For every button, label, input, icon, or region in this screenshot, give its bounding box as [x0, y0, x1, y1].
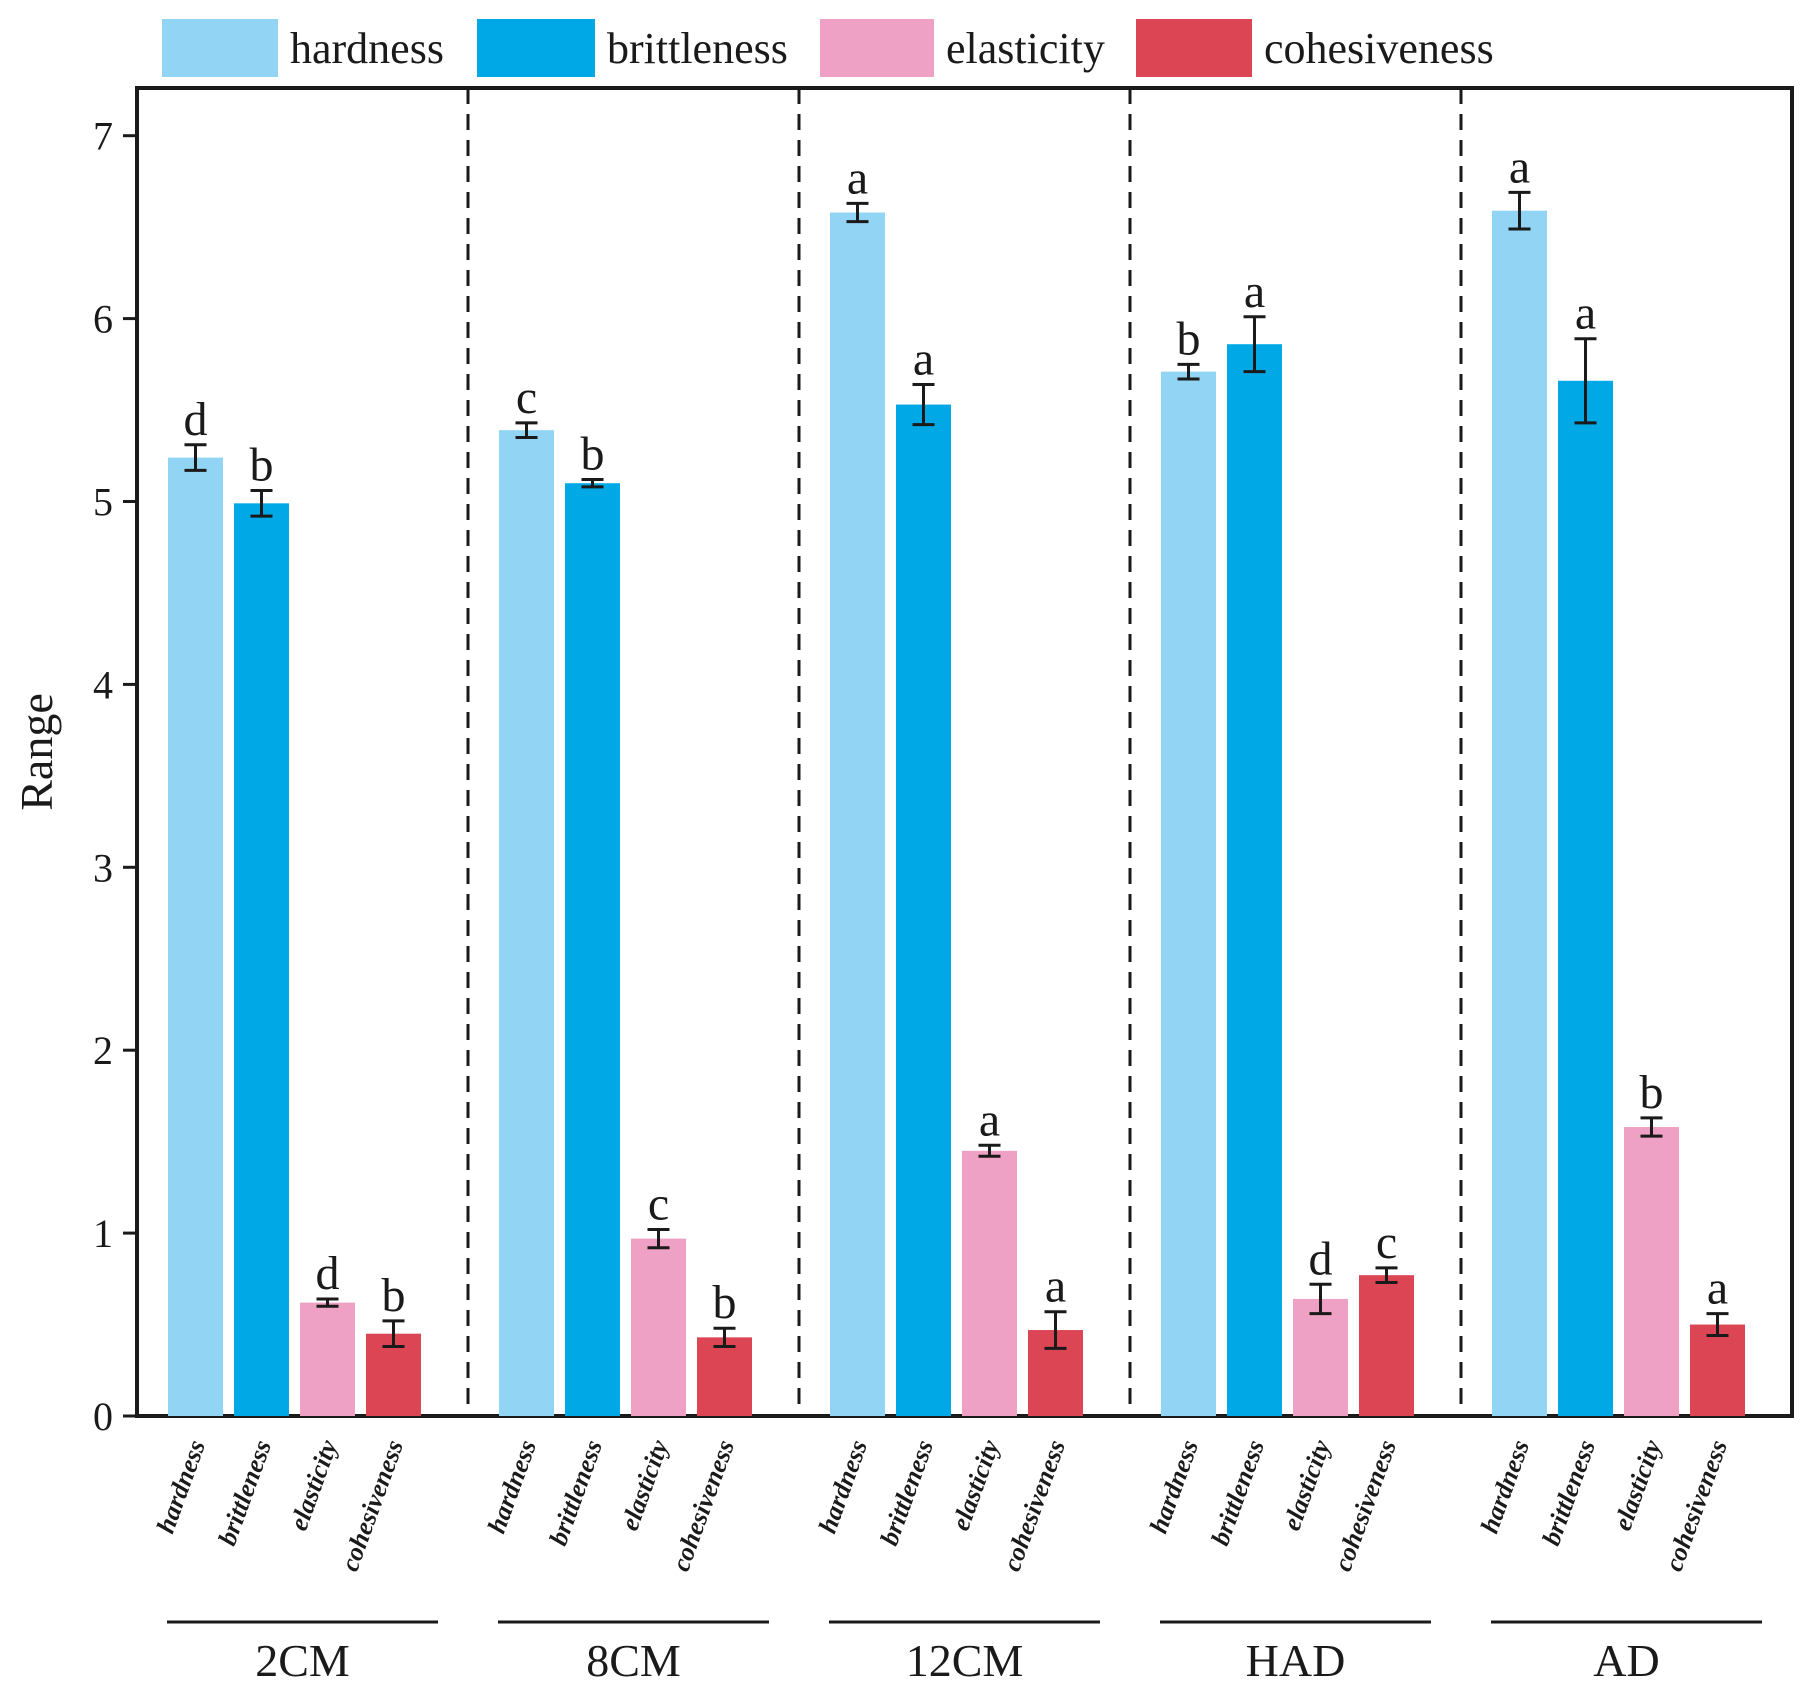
bar-brittleness-HAD	[1227, 344, 1282, 1416]
legend-label-cohesiveness: cohesiveness	[1264, 24, 1494, 73]
significance-letter: a	[1509, 140, 1530, 193]
legend-swatch-hardness	[162, 19, 278, 77]
y-tick-label: 1	[93, 1211, 113, 1256]
bar-cohesiveness-8CM	[697, 1337, 752, 1416]
group-separators	[466, 88, 1463, 1416]
bar-hardness-HAD	[1161, 371, 1216, 1416]
y-axis-title: Range	[11, 693, 62, 811]
bar-brittleness-12CM	[896, 404, 951, 1416]
significance-letter: d	[316, 1247, 340, 1300]
bar-hardness-12CM	[830, 212, 885, 1416]
legend-swatch-brittleness	[477, 19, 595, 77]
significance-letter: c	[516, 371, 537, 424]
x-category-label: cohesiveness	[1328, 1436, 1402, 1575]
bar-elasticity-AD	[1624, 1127, 1679, 1416]
significance-letter: d	[184, 393, 208, 446]
x-category-label: elasticity	[615, 1436, 675, 1535]
x-axis-labels: hardness brittleness elasticitycohesivenes…	[151, 1436, 1733, 1575]
significance-letter: a	[1575, 287, 1596, 340]
legend-swatch-cohesiveness	[1136, 19, 1252, 77]
x-category-label: cohesiveness	[1659, 1436, 1733, 1575]
x-category-label: brittleness	[1536, 1436, 1601, 1549]
bar-elasticity-2CM	[300, 1302, 355, 1416]
x-category-label: elasticity	[1277, 1436, 1337, 1535]
y-tick-label: 7	[93, 114, 113, 159]
legend-label-hardness: hardness	[290, 24, 444, 73]
x-category-label: hardness	[1144, 1436, 1204, 1537]
significance-letter: b	[581, 428, 605, 481]
legend-label-elasticity: elasticity	[946, 24, 1105, 73]
bar-elasticity-12CM	[962, 1150, 1017, 1416]
y-tick-label: 4	[93, 662, 113, 707]
legend-label-brittleness: brittleness	[607, 24, 788, 73]
x-category-label: hardness	[1475, 1436, 1535, 1537]
legend-swatch-elasticity	[820, 19, 934, 77]
x-category-label: cohesiveness	[335, 1436, 409, 1575]
significance-letter: a	[1707, 1262, 1728, 1315]
significance-letter: b	[713, 1276, 737, 1329]
x-category-label: elasticity	[1608, 1436, 1668, 1535]
group-label-8CM: 8CM	[586, 1635, 681, 1686]
bar-brittleness-2CM	[234, 503, 289, 1417]
x-category-label: cohesiveness	[666, 1436, 740, 1575]
bar-brittleness-AD	[1558, 380, 1613, 1416]
significance-letter: b	[1640, 1066, 1664, 1119]
bar-elasticity-8CM	[631, 1238, 686, 1416]
significance-letter: a	[913, 332, 934, 385]
significance-letter: a	[1045, 1260, 1066, 1313]
x-category-label: hardness	[813, 1436, 873, 1537]
significance-letter: a	[979, 1093, 1000, 1146]
group-label-HAD: HAD	[1246, 1635, 1346, 1686]
legend: hardness brittleness elasticity cohesivenes…	[162, 19, 1494, 77]
x-category-label: elasticity	[946, 1436, 1006, 1535]
significance-letter: a	[1244, 265, 1265, 318]
x-category-label: brittleness	[212, 1436, 277, 1549]
bar-cohesiveness-HAD	[1359, 1275, 1414, 1416]
x-category-label: hardness	[482, 1436, 542, 1537]
significance-letter: b	[250, 439, 274, 492]
significance-letter: b	[382, 1269, 406, 1322]
x-category-label: brittleness	[874, 1436, 939, 1549]
x-category-label: elasticity	[284, 1436, 344, 1535]
group-label-AD: AD	[1593, 1635, 1659, 1686]
bar-hardness-8CM	[499, 430, 554, 1416]
x-category-label: hardness	[151, 1436, 211, 1537]
y-tick-label: 5	[93, 480, 113, 525]
bar-brittleness-8CM	[565, 483, 620, 1417]
bar-elasticity-HAD	[1293, 1298, 1348, 1416]
x-category-label: cohesiveness	[997, 1436, 1071, 1575]
group-label-12CM: 12CM	[906, 1635, 1024, 1686]
y-tick-label: 0	[93, 1394, 113, 1439]
y-tick-label: 3	[93, 845, 113, 890]
y-tick-label: 6	[93, 297, 113, 342]
significance-letter: d	[1309, 1232, 1333, 1285]
significance-letter: c	[1376, 1216, 1397, 1269]
y-axis: 0 1 2 3 4 5 6 7	[93, 114, 137, 1439]
x-category-label: brittleness	[1205, 1436, 1270, 1549]
bar-cohesiveness-AD	[1690, 1324, 1745, 1416]
bar-hardness-AD	[1492, 210, 1547, 1417]
group-labels: 2CM 8CM 12CM HAD AD	[167, 1620, 1762, 1686]
bar-hardness-2CM	[168, 457, 223, 1416]
y-tick-label: 2	[93, 1028, 113, 1073]
group-label-2CM: 2CM	[255, 1635, 350, 1686]
significance-letter: a	[847, 151, 868, 204]
significance-letter: b	[1177, 312, 1201, 365]
significance-letter: c	[648, 1177, 669, 1230]
x-category-label: brittleness	[543, 1436, 608, 1549]
